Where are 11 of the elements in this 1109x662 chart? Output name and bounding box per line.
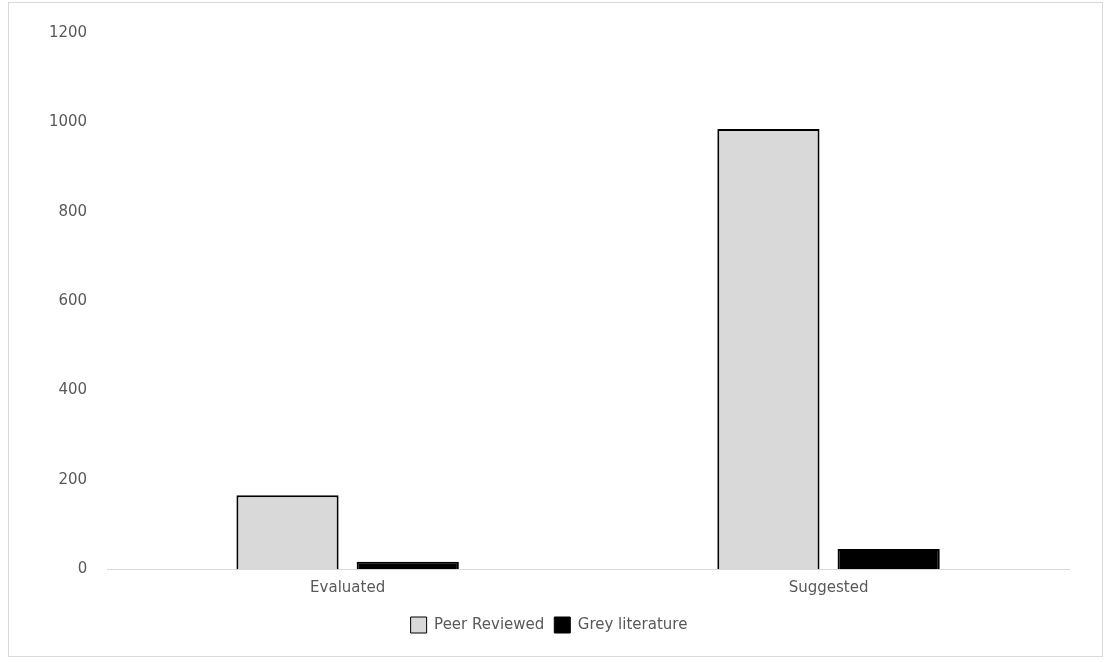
y-tick-label: 200 — [58, 469, 88, 488]
legend-label: Peer Reviewed — [434, 614, 545, 633]
y-tick-label: 1200 — [48, 22, 88, 41]
y-tick-label: 600 — [58, 290, 88, 309]
legend-label: Grey literature — [577, 614, 688, 633]
y-tick-label: 1000 — [48, 112, 88, 131]
y-tick-label: 400 — [58, 380, 88, 399]
y-tick-label: 0 — [77, 558, 88, 577]
y-tick-label: 800 — [58, 201, 88, 220]
x-tick-label: Evaluated — [310, 577, 386, 596]
x-tick-label: Suggested — [788, 577, 869, 596]
